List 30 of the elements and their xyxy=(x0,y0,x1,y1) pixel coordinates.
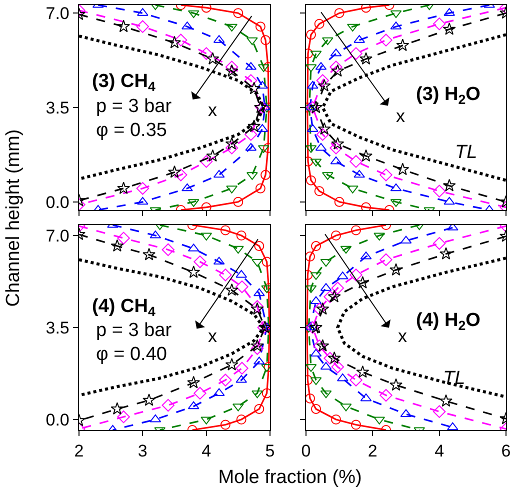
annotation: TL xyxy=(455,142,478,163)
annotation: x xyxy=(208,326,217,346)
x-tick-label: 5 xyxy=(265,442,275,461)
annotation: φ = 0.35 xyxy=(96,120,167,141)
x-tick-label: 2 xyxy=(368,442,378,461)
y-tick-label: 3.5 xyxy=(46,318,70,338)
y-tick-label: 0.0 xyxy=(46,192,70,212)
x-tick-label: 4 xyxy=(202,442,212,461)
annotation: x xyxy=(396,106,405,126)
y-tick-label: 7.0 xyxy=(46,226,70,246)
y-tick-label: 3.5 xyxy=(46,98,70,118)
annotation: (4) H$_{2}$O xyxy=(416,310,480,333)
x-tick-label: 6 xyxy=(501,442,511,461)
y-tick-label: 0.0 xyxy=(46,410,70,430)
x-tick-label: 4 xyxy=(434,442,444,461)
annotation: TL xyxy=(443,368,466,389)
annotation: p = 3 bar xyxy=(96,320,172,341)
x-tick-label: 3 xyxy=(138,442,148,461)
annotation: p = 3 bar xyxy=(96,96,172,117)
x-axis-title: Mole fraction (%) xyxy=(218,467,362,489)
annotation: (4) CH$_{4}$ xyxy=(92,296,156,319)
x-tick-label: 2 xyxy=(74,442,84,461)
annotation: (3) H$_{2}$O xyxy=(416,84,480,107)
annotation: (3) CH$_{4}$ xyxy=(92,71,156,94)
y-axis-title: Channel height (mm) xyxy=(3,129,25,307)
x-tick-label: 0 xyxy=(301,442,311,461)
annotation: x xyxy=(208,100,217,120)
y-tick-label: 7.0 xyxy=(46,4,70,24)
annotation: x xyxy=(398,326,407,346)
annotation: φ = 0.40 xyxy=(96,344,167,365)
